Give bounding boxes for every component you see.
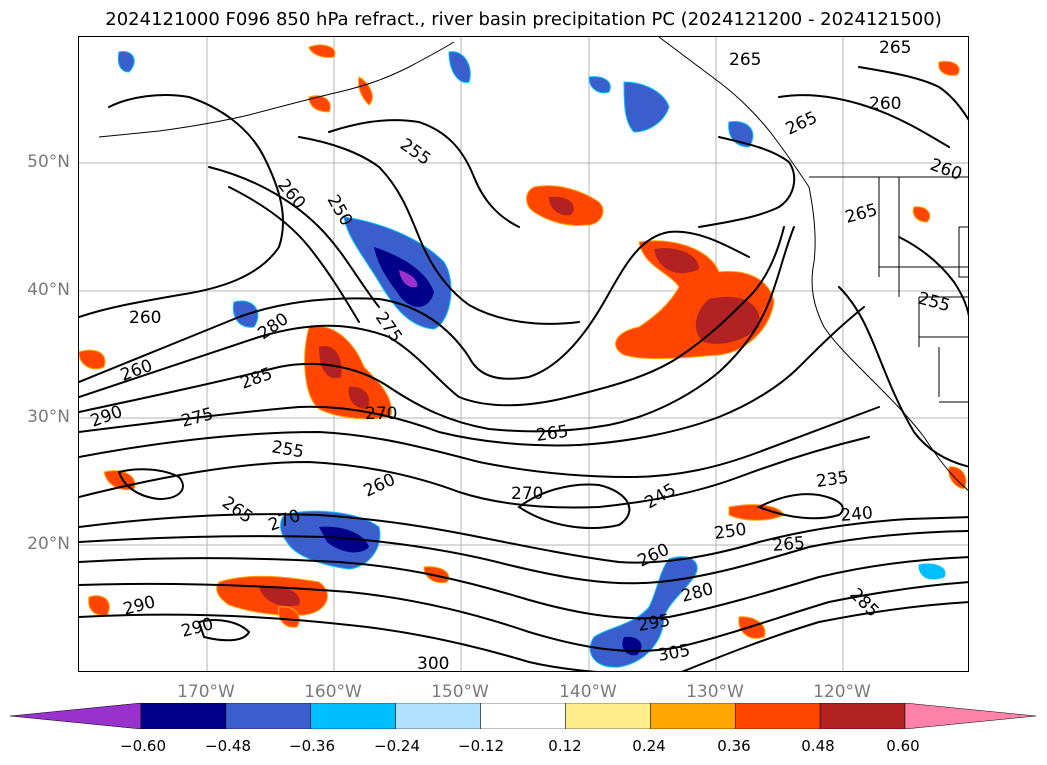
contour-label: 265 — [783, 108, 821, 140]
map-panel: 265 265 260 255 265 260 250 260 265 255 … — [78, 36, 969, 672]
graticule — [79, 37, 968, 671]
colorbar-tick-label: 0.24 — [632, 737, 666, 755]
lat-label-40n: 40°N — [27, 280, 70, 300]
contour-label: 245 — [642, 480, 680, 514]
colorbar-segment — [565, 703, 651, 729]
refractivity-contours — [79, 66, 968, 671]
lon-label-150w: 150°W — [431, 682, 489, 702]
colorbar-segment — [395, 703, 481, 729]
contour-label: 265 — [218, 493, 256, 528]
colorbar-segment — [734, 703, 821, 729]
contour-label: 255 — [396, 135, 434, 170]
contour-label: 260 — [361, 470, 399, 502]
contour-label: 260 — [927, 155, 964, 185]
contour-label: 285 — [238, 364, 275, 394]
contour-label: 265 — [843, 200, 880, 228]
colorbar-tick-label: 0.12 — [548, 737, 582, 755]
colorbar-segment — [480, 703, 566, 729]
contour-label: 255 — [270, 437, 305, 462]
contour-label: 300 — [417, 654, 449, 672]
colorbar — [10, 703, 1036, 729]
colorbar-segment — [225, 703, 312, 729]
contour-label: 275 — [179, 404, 216, 432]
map-canvas: 265 265 260 255 265 260 250 260 265 255 … — [79, 37, 968, 672]
colorbar-segment — [904, 703, 1036, 729]
precip-shading — [79, 44, 967, 668]
contour-label: 275 — [371, 308, 406, 346]
contour-label: 265 — [729, 50, 761, 70]
coastlines — [98, 37, 968, 491]
colorbar-tick-label: −0.36 — [289, 737, 335, 755]
contour-label: 280 — [254, 309, 292, 344]
contour-label: 305 — [656, 641, 691, 666]
lat-label-30n: 30°N — [27, 407, 70, 427]
colorbar-segment — [310, 703, 396, 729]
map-title: 2024121000 F096 850 hPa refract., river … — [105, 9, 942, 30]
contour-label: 295 — [636, 611, 671, 636]
contour-label: 270 — [365, 404, 397, 424]
colorbar-tick-label: 0.60 — [886, 737, 920, 755]
lon-label-130w: 130°W — [686, 682, 744, 702]
negative-anomaly-north — [623, 81, 670, 133]
colorbar-tick-label: 0.48 — [801, 737, 835, 755]
contour-label: 260 — [129, 308, 161, 328]
lat-label-20n: 20°N — [27, 534, 70, 554]
colorbar-segment — [140, 703, 227, 729]
lat-label-50n: 50°N — [27, 152, 70, 172]
positive-anomaly-east — [615, 240, 775, 360]
lon-label-160w: 160°W — [304, 682, 362, 702]
lon-label-120w: 120°W — [813, 682, 871, 702]
contour-label: 260 — [273, 175, 309, 213]
contour-label: 240 — [840, 503, 874, 526]
colorbar-tick-label: −0.60 — [120, 737, 166, 755]
colorbar-tick-label: −0.12 — [458, 737, 504, 755]
contour-label: 265 — [535, 422, 570, 446]
contour-label: 250 — [713, 520, 748, 544]
colorbar-segment — [10, 703, 142, 729]
colorbar-tick-label: −0.24 — [374, 737, 420, 755]
colorbar-segment — [819, 703, 906, 729]
contour-label: 235 — [815, 468, 850, 492]
colorbar-tick-label: 0.36 — [717, 737, 751, 755]
contour-label: 265 — [879, 38, 911, 58]
contour-label: 265 — [772, 533, 806, 556]
contour-label: 270 — [511, 484, 543, 504]
contour-label: 260 — [118, 356, 155, 386]
contour-labels: 265 265 260 255 265 260 250 260 265 255 … — [88, 38, 965, 672]
lon-label-170w: 170°W — [177, 682, 235, 702]
contour-label: 260 — [869, 94, 901, 114]
colorbar-segment — [650, 703, 736, 729]
lon-label-140w: 140°W — [559, 682, 617, 702]
colorbar-tick-label: −0.48 — [205, 737, 251, 755]
contour-label: 255 — [916, 289, 953, 317]
